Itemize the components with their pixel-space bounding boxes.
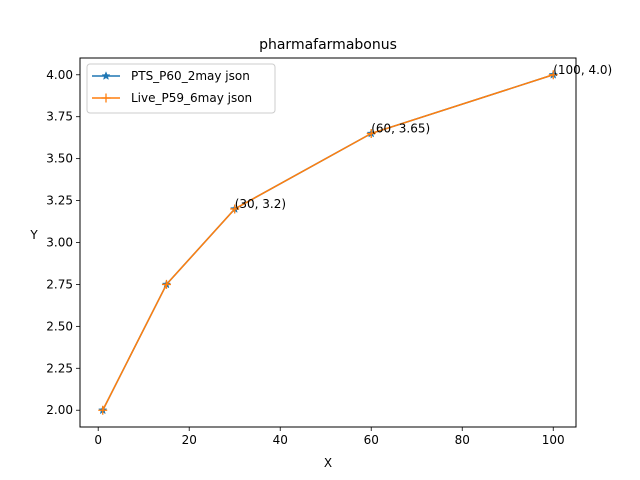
y-tick-label: 3.00 bbox=[46, 236, 73, 250]
legend-marker bbox=[101, 93, 111, 103]
y-tick-label: 3.75 bbox=[46, 110, 73, 124]
data-point bbox=[366, 128, 376, 138]
x-tick-label: 40 bbox=[273, 433, 288, 447]
y-axis-label: Y bbox=[29, 228, 38, 242]
data-point bbox=[548, 70, 558, 80]
legend-label: Live_P59_6may json bbox=[131, 91, 252, 105]
legend-marker bbox=[101, 71, 111, 80]
chart-title: pharmafarmabonus bbox=[259, 37, 397, 53]
x-tick-label: 60 bbox=[364, 433, 379, 447]
x-tick-label: 0 bbox=[94, 433, 102, 447]
legend-label: PTS_P60_2may json bbox=[131, 69, 250, 83]
series-2 bbox=[98, 70, 558, 415]
x-tick-label: 80 bbox=[455, 433, 470, 447]
y-tick-label: 2.25 bbox=[46, 361, 73, 375]
y-tick-label: 2.50 bbox=[46, 319, 73, 333]
data-point bbox=[230, 204, 240, 214]
data-point bbox=[161, 279, 171, 289]
axis-ticks: 0 20 40 60 80 100 2.00 2.25 2.50 2.75 3.00 3.25 3.50… bbox=[46, 68, 564, 447]
x-tick-label: 100 bbox=[542, 433, 565, 447]
legend: PTS_P60_2may json Live_P59_6may json bbox=[86, 63, 276, 114]
data-label: (100, 4.0) bbox=[553, 63, 612, 77]
data-label: (60, 3.65) bbox=[371, 121, 430, 135]
plot-area bbox=[98, 69, 558, 415]
y-tick-label: 2.00 bbox=[46, 403, 73, 417]
legend-box bbox=[86, 63, 276, 114]
data-label: (30, 3.2) bbox=[235, 197, 286, 211]
data-point bbox=[98, 405, 108, 415]
x-axis-label: X bbox=[324, 456, 332, 470]
y-tick-label: 3.25 bbox=[46, 194, 73, 208]
y-tick-label: 4.00 bbox=[46, 68, 73, 82]
x-tick-label: 20 bbox=[182, 433, 197, 447]
y-tick-label: 2.75 bbox=[46, 277, 73, 291]
plot-frame bbox=[79, 57, 577, 428]
y-tick-label: 3.50 bbox=[46, 152, 73, 166]
point-annotations: (30, 3.2) (60, 3.65) (100, 4.0) bbox=[235, 63, 613, 211]
